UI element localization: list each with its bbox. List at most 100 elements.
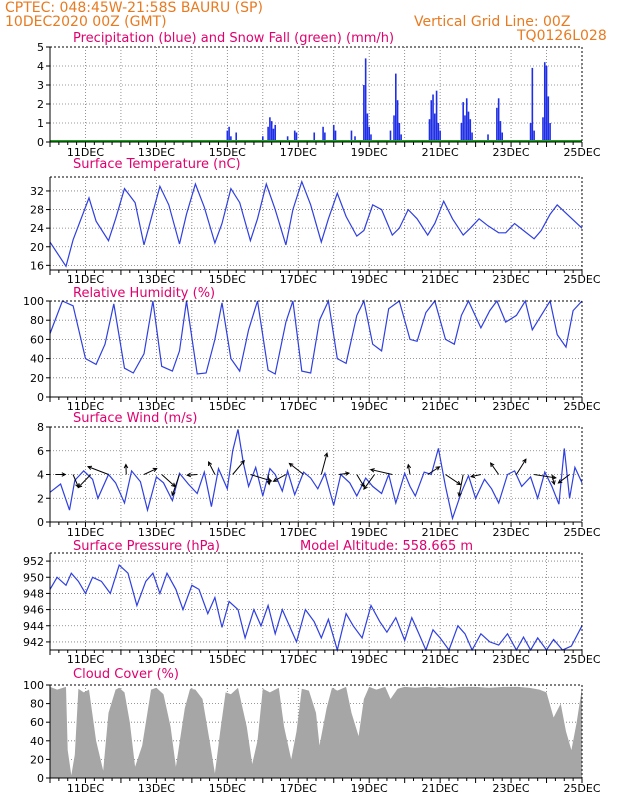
x-tick-label: 15DEC — [209, 653, 246, 666]
precip-bar — [274, 124, 277, 142]
wind-arrow-head — [456, 480, 462, 486]
wind-arrow — [143, 468, 157, 475]
y-tick-label: 5 — [37, 41, 44, 54]
wind-arrow — [445, 474, 461, 485]
wind-arrow-head — [208, 461, 213, 466]
wind-arrow — [72, 474, 79, 488]
x-tick-label: 13DEC — [138, 400, 175, 413]
precip-bar — [531, 67, 534, 142]
wind-arrow — [208, 461, 216, 475]
precip-bar — [235, 132, 237, 142]
precip-bar — [469, 119, 472, 142]
precip-bar — [295, 132, 298, 142]
precip-bar — [262, 136, 264, 142]
wind-arrow — [558, 474, 570, 484]
x-tick-label: 21DEC — [422, 782, 459, 795]
precip-bar — [364, 58, 367, 142]
precip-bar — [428, 119, 431, 142]
wind-arrow — [320, 453, 328, 475]
precip-bar — [267, 126, 269, 142]
x-tick-label: 17DEC — [280, 400, 317, 413]
y-tick-label: 16 — [30, 259, 44, 272]
wind-arrow-head — [489, 462, 495, 468]
precip-bar — [272, 128, 275, 142]
x-tick-label: 13DEC — [138, 146, 175, 159]
precip-bar — [432, 94, 434, 142]
precip-bar — [471, 132, 473, 142]
precip-bar — [368, 126, 370, 142]
x-tick-label: 23DEC — [493, 400, 530, 413]
precip-bar — [462, 102, 464, 142]
precip-bar — [363, 85, 365, 142]
precip-bar — [269, 117, 271, 142]
wind-arrow-head — [522, 458, 527, 464]
x-tick-label: 19DEC — [351, 782, 388, 795]
precip-bar — [334, 130, 337, 142]
x-tick-label: 15DEC — [209, 400, 246, 413]
x-tick-label: 19DEC — [351, 526, 388, 539]
panel-title: Relative Humidity (%) — [73, 286, 215, 301]
x-tick-label: 23DEC — [493, 782, 530, 795]
precip-bar — [286, 136, 289, 142]
wind-arrow-head — [457, 492, 462, 498]
precip-bar — [467, 111, 470, 142]
precip-bar — [396, 100, 399, 142]
header-location: CPTEC: 048:45W-21:58S BAURU (SP) — [5, 0, 263, 16]
precip-bar — [549, 123, 551, 142]
y-tick-label: 950 — [23, 571, 44, 584]
precip-bar — [332, 124, 335, 142]
wind-arrow-head — [470, 473, 476, 479]
precip-bar — [543, 62, 546, 143]
x-tick-label: 11DEC — [67, 400, 104, 413]
wind-arrow — [289, 463, 304, 475]
y-tick-label: 20 — [30, 241, 44, 254]
x-tick-label: 23DEC — [493, 526, 530, 539]
wind-arrow — [232, 460, 245, 475]
x-tick-label: 25DEC — [563, 400, 600, 413]
y-tick-label: 2 — [37, 98, 44, 111]
panel-annotation: Model Altitude: 558.665 m — [300, 539, 473, 554]
x-tick-label: 19DEC — [351, 273, 388, 286]
wind-arrow-head — [152, 467, 158, 473]
y-tick-label: 0 — [37, 391, 44, 404]
x-tick-label: 13DEC — [138, 273, 175, 286]
header-grid-note: Vertical Grid Line: 00Z — [414, 14, 571, 30]
precip-bar — [434, 113, 436, 142]
x-tick-label: 17DEC — [280, 653, 317, 666]
series-line — [49, 429, 583, 521]
precip-bar — [547, 96, 550, 142]
wind-arrow-head — [272, 477, 278, 482]
precip-bar — [465, 98, 468, 142]
x-tick-label: 13DEC — [138, 653, 175, 666]
series-line — [49, 179, 583, 268]
x-tick-label: 17DEC — [280, 273, 317, 286]
x-tick-label: 15DEC — [209, 273, 246, 286]
wind-arrow — [338, 472, 350, 475]
x-tick-label: 21DEC — [422, 146, 459, 159]
x-tick-label: 19DEC — [351, 146, 388, 159]
y-tick-label: 0 — [37, 516, 44, 529]
y-tick-label: 942 — [23, 636, 44, 649]
precip-bar — [324, 132, 326, 142]
y-tick-label: 6 — [37, 445, 44, 458]
wind-arrow-head — [406, 463, 412, 469]
precip-bar — [293, 130, 296, 142]
precip-bar — [226, 130, 229, 142]
y-tick-label: 0 — [37, 772, 44, 785]
wind-arrow — [407, 464, 411, 475]
x-tick-label: 15DEC — [209, 782, 246, 795]
wind-arrow-head — [266, 480, 272, 486]
x-tick-label: 23DEC — [493, 273, 530, 286]
precip-bar — [497, 98, 500, 142]
precip-bar — [228, 126, 230, 142]
y-tick-label: 952 — [23, 555, 44, 568]
precip-bar — [533, 130, 535, 142]
x-tick-label: 25DEC — [563, 273, 600, 286]
x-tick-label: 11DEC — [67, 653, 104, 666]
precip-bar — [354, 136, 356, 142]
wind-arrow — [515, 458, 527, 475]
y-tick-label: 4 — [37, 469, 44, 482]
wind-arrow — [551, 474, 555, 485]
x-tick-label: 21DEC — [422, 653, 459, 666]
x-tick-label: 21DEC — [422, 273, 459, 286]
